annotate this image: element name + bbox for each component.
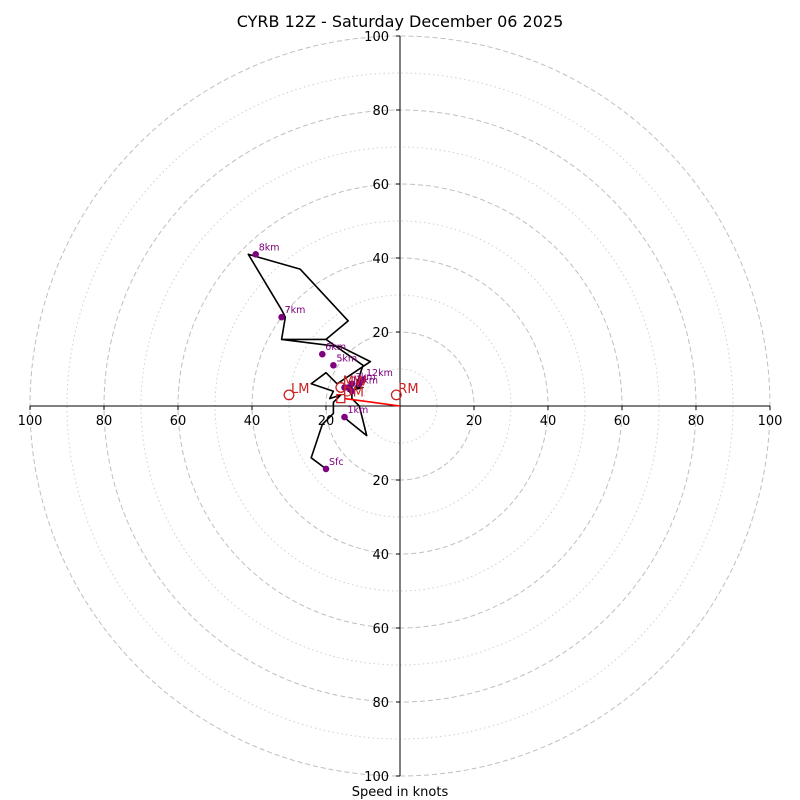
height-markers: Sfc1km3km5km6km7km8km10km12km (252, 242, 393, 473)
height-marker-point (341, 384, 348, 391)
height-marker-point (348, 387, 356, 395)
shear-vector (344, 397, 401, 407)
x-tick-label: 60 (614, 414, 631, 429)
y-tick-label: 20 (372, 474, 389, 489)
height-marker-point (252, 251, 259, 258)
x-tick-label: 80 (96, 414, 113, 429)
y-tick-label: 80 (372, 104, 389, 119)
height-marker-label: 6km (325, 342, 346, 353)
y-tick-label: 60 (372, 178, 389, 193)
x-tick-label: 100 (758, 414, 783, 429)
x-tick-label: 100 (18, 414, 43, 429)
y-tick-label: 40 (372, 252, 389, 267)
height-marker-label: 8km (259, 242, 280, 253)
height-marker-point (322, 465, 330, 473)
y-tick-label: 80 (372, 696, 389, 711)
storm-motion-label: DM (343, 386, 364, 401)
storm-motion-marker (390, 389, 402, 401)
height-marker-label: Sfc (329, 457, 344, 468)
height-marker-label: 3km (355, 372, 376, 383)
storm-motion-marker (335, 382, 347, 393)
storm-motion-marker (283, 389, 295, 401)
y-tick-label: 100 (364, 30, 389, 45)
wind-profile (247, 253, 401, 470)
height-marker-point (319, 350, 326, 358)
height-marker-label: 7km (285, 305, 306, 316)
y-tick-label: 40 (372, 548, 389, 563)
height-marker-point (330, 362, 337, 369)
y-tick-label: 100 (364, 770, 389, 785)
storm-motion-label: MW (343, 375, 367, 390)
height-marker-point (356, 380, 363, 388)
x-tick-label: 20 (466, 414, 483, 429)
x-tick-label: 40 (540, 414, 557, 429)
storm-motion-label: RM (398, 382, 418, 397)
storm-motion-marker (336, 393, 346, 404)
chart-title: CYRB 12Z - Saturday December 06 2025 (237, 12, 564, 31)
x-tick-label: 80 (688, 414, 705, 429)
x-tick-label: 40 (244, 414, 261, 429)
y-tick-label: 20 (372, 326, 389, 341)
height-marker-point (278, 313, 285, 321)
height-marker-point (341, 413, 348, 421)
storm-motion-label: LM (291, 382, 309, 397)
height-marker-label: 12km (366, 368, 393, 379)
x-tick-label: 60 (170, 414, 187, 429)
y-tick-label: 60 (372, 622, 389, 637)
height-marker-label: 1km (348, 405, 369, 416)
height-marker-label: 5km (336, 353, 357, 364)
x-axis-label: Speed in knots (352, 785, 449, 800)
